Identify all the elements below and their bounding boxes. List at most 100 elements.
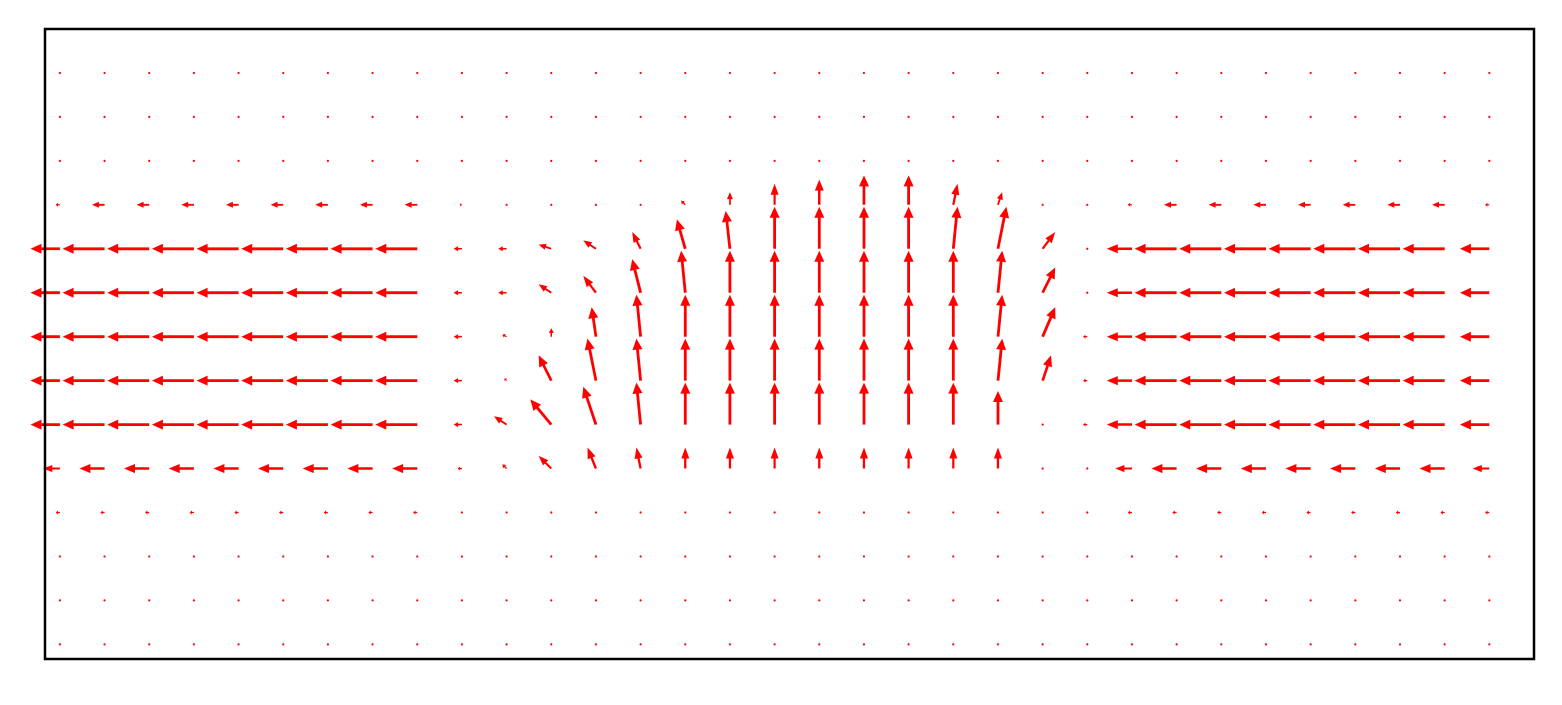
- arrow: [550, 203, 553, 206]
- arrow: [1134, 375, 1177, 386]
- arrow: [859, 175, 869, 205]
- arrow: [773, 555, 776, 558]
- arrow: [907, 555, 910, 558]
- arrow: [371, 643, 374, 646]
- arrow: [282, 643, 285, 646]
- arrow: [773, 599, 776, 602]
- arrow: [55, 202, 60, 207]
- arrow: [62, 287, 105, 298]
- arrow: [815, 447, 824, 469]
- arrow: [587, 447, 597, 469]
- arrow: [1395, 510, 1400, 515]
- arrow: [1264, 555, 1268, 558]
- arrow: [1443, 555, 1446, 558]
- arrow: [632, 232, 642, 250]
- arrow: [148, 643, 151, 646]
- arrow: [818, 599, 821, 602]
- arrow: [769, 382, 780, 425]
- arrow: [1358, 287, 1400, 298]
- arrow: [1387, 201, 1400, 208]
- arrow: [550, 599, 553, 602]
- arrow: [151, 287, 194, 298]
- arrow: [952, 599, 955, 602]
- arrow: [459, 203, 462, 207]
- arrow: [1220, 643, 1223, 646]
- arrow: [1130, 71, 1134, 75]
- arrow: [1086, 71, 1089, 75]
- arrow: [453, 246, 462, 252]
- arrow: [550, 159, 553, 162]
- arrow: [505, 71, 508, 75]
- arrow: [330, 375, 373, 386]
- arrow: [773, 115, 776, 119]
- arrow: [903, 175, 914, 205]
- arrow: [1285, 464, 1311, 474]
- arrow: [639, 643, 642, 646]
- arrow: [1402, 243, 1445, 254]
- arrow: [1106, 420, 1132, 430]
- arrow: [1224, 287, 1266, 298]
- arrow: [502, 333, 507, 338]
- arrow: [1041, 71, 1044, 75]
- arrow: [1398, 599, 1402, 602]
- arrow: [1432, 201, 1445, 208]
- arrow: [1358, 419, 1400, 430]
- arrow: [1298, 201, 1311, 208]
- arrow: [392, 464, 418, 474]
- arrow: [948, 250, 959, 293]
- arrow: [952, 643, 955, 646]
- arrow: [1402, 287, 1445, 298]
- arrow: [504, 378, 507, 381]
- arrow: [728, 599, 732, 602]
- arrow: [996, 338, 1006, 381]
- arrow: [814, 250, 825, 293]
- arrow: [1309, 159, 1312, 162]
- arrow: [1351, 510, 1356, 515]
- arrow: [1354, 115, 1357, 119]
- arrow: [814, 206, 825, 249]
- arrow: [148, 71, 151, 75]
- arrow: [1083, 378, 1088, 383]
- arrow: [725, 447, 734, 469]
- arrow: [55, 510, 60, 515]
- arrow: [583, 240, 597, 250]
- arrow: [907, 643, 910, 646]
- arrow: [1240, 464, 1266, 474]
- arrow: [1130, 643, 1134, 646]
- arrow: [282, 71, 285, 75]
- arrow: [196, 287, 239, 298]
- arrow: [285, 375, 328, 386]
- arrow: [996, 643, 1000, 646]
- arrow: [58, 643, 61, 646]
- arrow: [151, 331, 194, 342]
- arrow: [724, 294, 735, 337]
- arrow: [948, 338, 959, 381]
- arrow: [375, 243, 418, 254]
- arrow: [323, 510, 328, 515]
- arrow: [148, 159, 151, 162]
- arrow: [285, 419, 328, 430]
- arrow: [681, 447, 690, 469]
- arrow: [1086, 115, 1089, 119]
- arrow: [951, 183, 960, 205]
- arrow: [1268, 331, 1311, 342]
- arrow: [1083, 334, 1088, 339]
- arrow: [1175, 159, 1178, 162]
- arrow: [814, 179, 824, 205]
- arrow: [416, 115, 419, 119]
- arrow: [375, 287, 418, 298]
- arrow: [818, 643, 821, 646]
- arrow: [1264, 599, 1268, 602]
- arrow: [62, 419, 105, 430]
- arrow: [681, 200, 686, 206]
- arrow: [330, 287, 373, 298]
- arrow: [903, 206, 914, 249]
- arrow: [993, 391, 1003, 425]
- arrow: [1164, 201, 1177, 208]
- arrow: [1268, 419, 1311, 430]
- arrow: [684, 511, 687, 514]
- arrow: [196, 331, 239, 342]
- arrow: [550, 511, 553, 514]
- arrow: [103, 643, 106, 646]
- arrow: [347, 464, 373, 474]
